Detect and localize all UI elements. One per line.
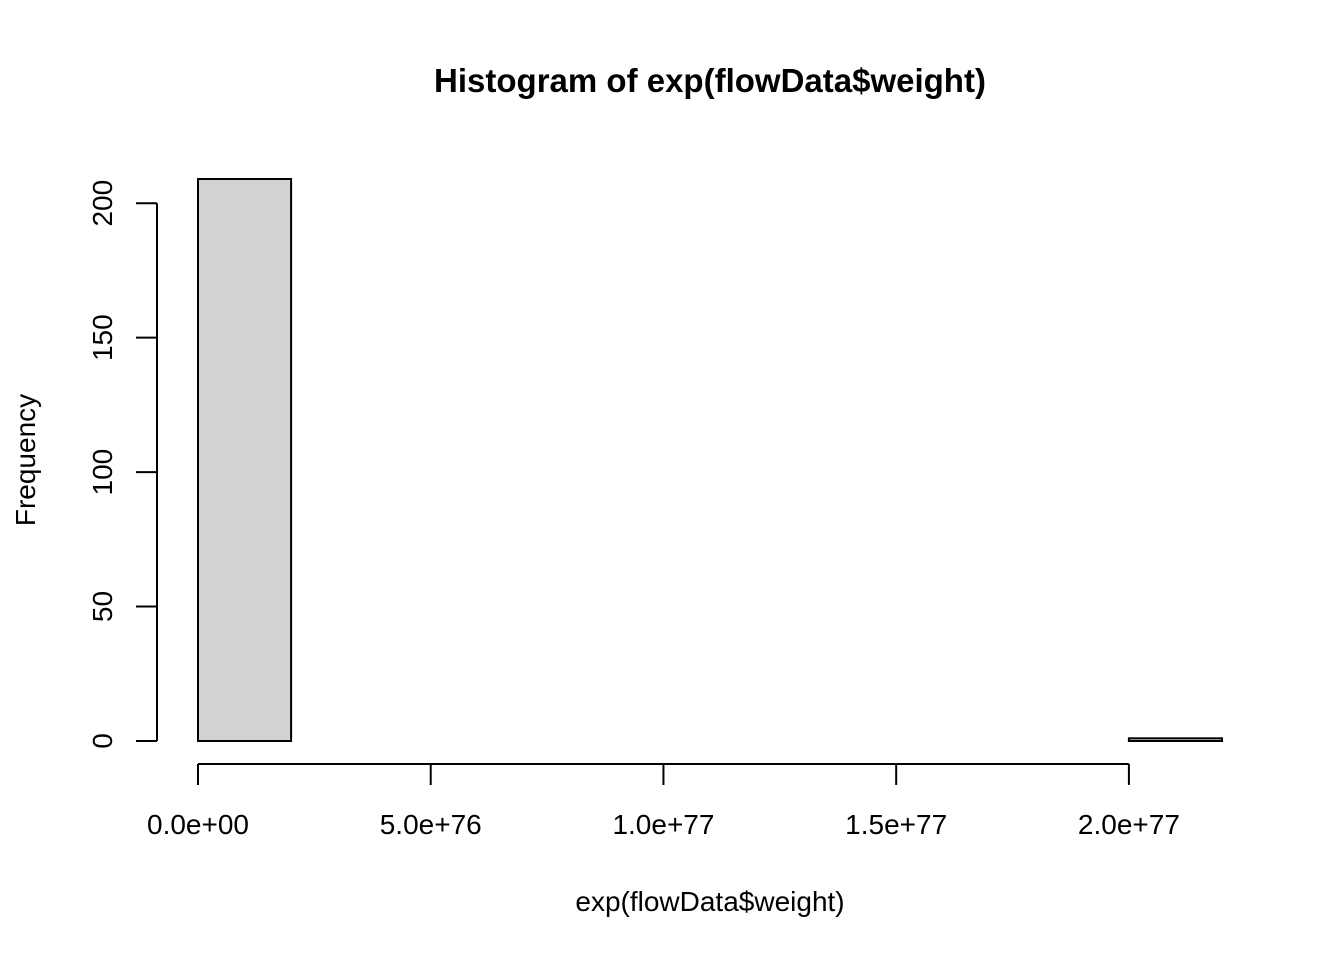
histogram-bar-0 bbox=[197, 178, 293, 742]
y-axis-label: Frequency bbox=[10, 394, 41, 526]
x-tick-label-1: 5.0e+76 bbox=[380, 809, 482, 840]
y-axis: 0 50 100 150 200 bbox=[87, 180, 158, 749]
chart-title: Histogram of exp(flowData$weight) bbox=[434, 62, 986, 99]
x-tick-label-3: 1.5e+77 bbox=[845, 809, 947, 840]
y-tick-label-3: 150 bbox=[87, 314, 118, 361]
x-tick-label-4: 2.0e+77 bbox=[1078, 809, 1180, 840]
y-tick-label-2: 100 bbox=[87, 449, 118, 496]
histogram-bars bbox=[197, 178, 1223, 743]
x-axis: 0.0e+00 5.0e+76 1.0e+77 1.5e+77 2.0e+77 bbox=[147, 763, 1180, 840]
x-tick-label-0: 0.0e+00 bbox=[147, 809, 249, 840]
y-tick-label-0: 0 bbox=[87, 733, 118, 749]
x-tick-label-2: 1.0e+77 bbox=[612, 809, 714, 840]
x-axis-label: exp(flowData$weight) bbox=[575, 886, 844, 917]
y-tick-label-1: 50 bbox=[87, 591, 118, 622]
histogram-bar-10 bbox=[1127, 737, 1223, 743]
y-tick-label-4: 200 bbox=[87, 180, 118, 227]
